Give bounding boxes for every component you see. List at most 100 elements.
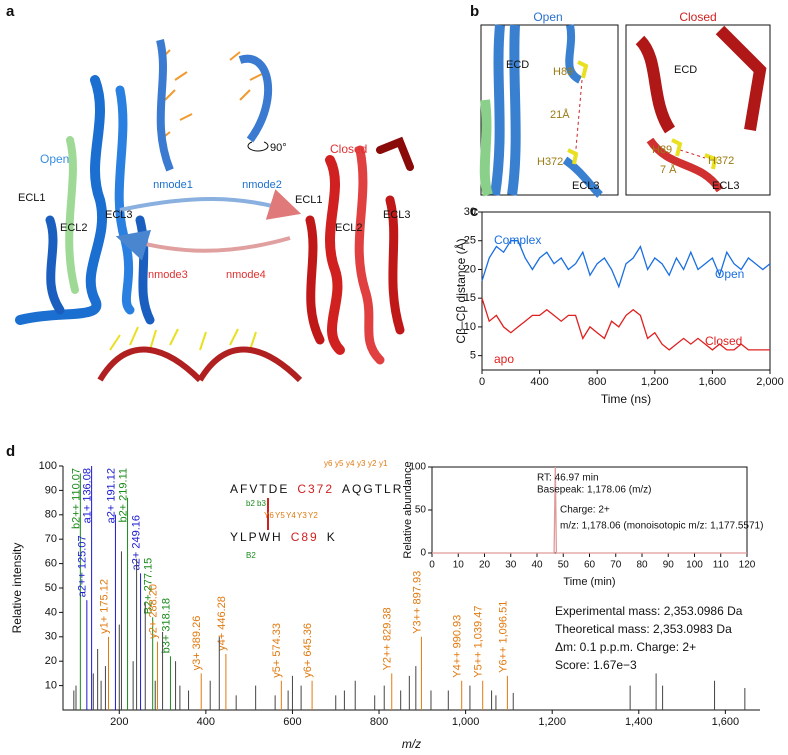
- panel-label: b: [470, 3, 479, 20]
- x-axis-label: Time (min): [563, 576, 615, 588]
- y-tick-label: 30: [464, 206, 476, 218]
- peak-label: a2+ 191.12: [105, 468, 117, 523]
- peak-label: y2+ 288.20: [147, 584, 159, 639]
- x-tick-label: 1,200: [538, 716, 566, 728]
- x-tick-label: 90: [663, 560, 675, 571]
- peak-label: y6+ 645.36: [302, 623, 314, 678]
- closeup-label: H372: [537, 156, 563, 168]
- annotation: Basepeak: 1,178.06 (m/z): [537, 485, 652, 496]
- x-tick-label: 200: [110, 716, 128, 728]
- mass-info: Score: 1.67e−3: [555, 658, 637, 672]
- mode-arrows: [97, 39, 303, 383]
- y-axis-label: Cβ–Cβ distance (Å): [453, 238, 468, 343]
- ion-label: Y2: [308, 511, 318, 520]
- annotation: apo: [494, 352, 514, 366]
- closeup-label: 7 Å: [660, 163, 677, 176]
- x-axis-label: m/z: [402, 737, 421, 751]
- y-tick-label: 10: [45, 680, 57, 692]
- axis: [62, 466, 760, 711]
- mode-label: nmode4: [226, 269, 266, 281]
- loop-label: ECL3: [383, 209, 411, 221]
- panel-label: c: [470, 203, 478, 220]
- x-tick-label: 20: [479, 560, 491, 571]
- peak-label: a2+ 249.16: [130, 515, 142, 570]
- loop-label: ECL2: [335, 222, 363, 234]
- y-axis-label: Relative intensity: [10, 543, 24, 634]
- x-tick-label: 400: [530, 376, 548, 388]
- annotation: Charge: 2+: [560, 505, 610, 516]
- closeup-label: ECD: [506, 59, 529, 71]
- peak-label: Y2++ 829.38: [382, 607, 394, 670]
- annotation: Complex: [494, 233, 541, 247]
- y-axis-label: Relative abundance: [402, 461, 414, 558]
- x-tick-label: 0: [429, 560, 435, 571]
- peak-label: B2+ 277.15: [143, 558, 155, 615]
- loop-label: ECL1: [295, 194, 323, 206]
- y-tick-label: 0: [420, 548, 426, 559]
- peak-label: a1+ 136.08: [82, 468, 94, 523]
- annotation: RT: 46.97 min: [537, 473, 599, 484]
- x-tick-label: 1,600: [712, 716, 740, 728]
- x-tick-label: 1,400: [625, 716, 653, 728]
- open-closeup: [479, 24, 619, 198]
- y-tick-label: 60: [45, 558, 57, 570]
- x-tick-label: 40: [531, 560, 543, 571]
- y-tick-label: 100: [39, 460, 57, 472]
- peak-label: a2++ 125.07: [77, 535, 89, 597]
- ion-label: y5: [335, 459, 344, 468]
- x-tick-label: 30: [505, 560, 517, 571]
- state-label: Closed: [330, 142, 367, 156]
- mass-info: Experimental mass: 2,353.0986 Da: [555, 604, 743, 618]
- ion-label: y6: [324, 459, 333, 468]
- x-tick-label: 70: [610, 560, 622, 571]
- closeup-label: H89: [652, 144, 672, 156]
- ion-label: b3: [257, 499, 266, 508]
- y-tick-label: 5: [470, 350, 476, 362]
- y-tick-label: 20: [45, 655, 57, 667]
- peak-label: Y6++ 1,096.51: [497, 601, 509, 673]
- mass-info: Theoretical mass: 2,353.0983 Da: [555, 622, 732, 636]
- peptide-segment: AFVTDE: [230, 482, 289, 496]
- ion-label: y1: [379, 459, 388, 468]
- closeup-title: Open: [533, 10, 562, 24]
- y-tick-label: 10: [464, 321, 476, 333]
- closed-structure: [305, 136, 414, 365]
- mode-label: nmode1: [153, 179, 193, 191]
- peak-label: Y5++ 1,039.47: [473, 606, 485, 678]
- peptide-segment: C372: [297, 482, 334, 496]
- ion-label: b2: [246, 499, 255, 508]
- peak-label: y1+ 175.12: [98, 579, 110, 634]
- x-tick-label: 1,600: [699, 376, 727, 388]
- mode-label: nmode2: [242, 179, 282, 191]
- sequence-diagram: AFVTDE C372 AQGTLR YLPWH C89 Ky6 y5 y4 y3 y2 y1 b2 b…: [230, 459, 401, 560]
- y-tick-label: 90: [45, 484, 57, 496]
- panel-label: d: [6, 443, 15, 460]
- closeup-label: ECL3: [572, 180, 600, 192]
- mass-info: Δm: 0.1 p.p.m. Charge: 2+: [555, 640, 696, 654]
- series-label: Open: [715, 267, 744, 281]
- peak-label: b2+ 219.11: [117, 468, 129, 523]
- x-tick-label: 400: [197, 716, 215, 728]
- x-tick-label: 10: [453, 560, 465, 571]
- y-tick-label: 20: [464, 263, 476, 275]
- closeup-title: Closed: [679, 10, 716, 24]
- ion-label: Y4: [286, 511, 296, 520]
- series-line: [481, 240, 771, 289]
- peptide-segment: YLPWH: [230, 530, 283, 544]
- mode-label: nmode3: [148, 269, 188, 281]
- y-tick-label: 15: [464, 292, 476, 304]
- annotation: m/z: 1,178.06 (monoisotopic m/z: 1,177.5…: [560, 521, 763, 532]
- peptide-segment: C89: [291, 530, 319, 544]
- peak-label: y3+ 389.26: [191, 616, 203, 671]
- peak-label: y5+ 574.33: [271, 623, 283, 678]
- closeup-label: H89: [553, 66, 573, 78]
- x-tick-label: 0: [479, 376, 485, 388]
- peptide-segment: K: [327, 530, 337, 544]
- x-tick-label: 800: [588, 376, 606, 388]
- ion-label: Y6: [264, 511, 274, 520]
- y-tick-label: 30: [45, 631, 57, 643]
- series-line: [481, 298, 770, 351]
- closeup-label: 21Å: [550, 108, 570, 121]
- ion-label: Y5: [275, 511, 285, 520]
